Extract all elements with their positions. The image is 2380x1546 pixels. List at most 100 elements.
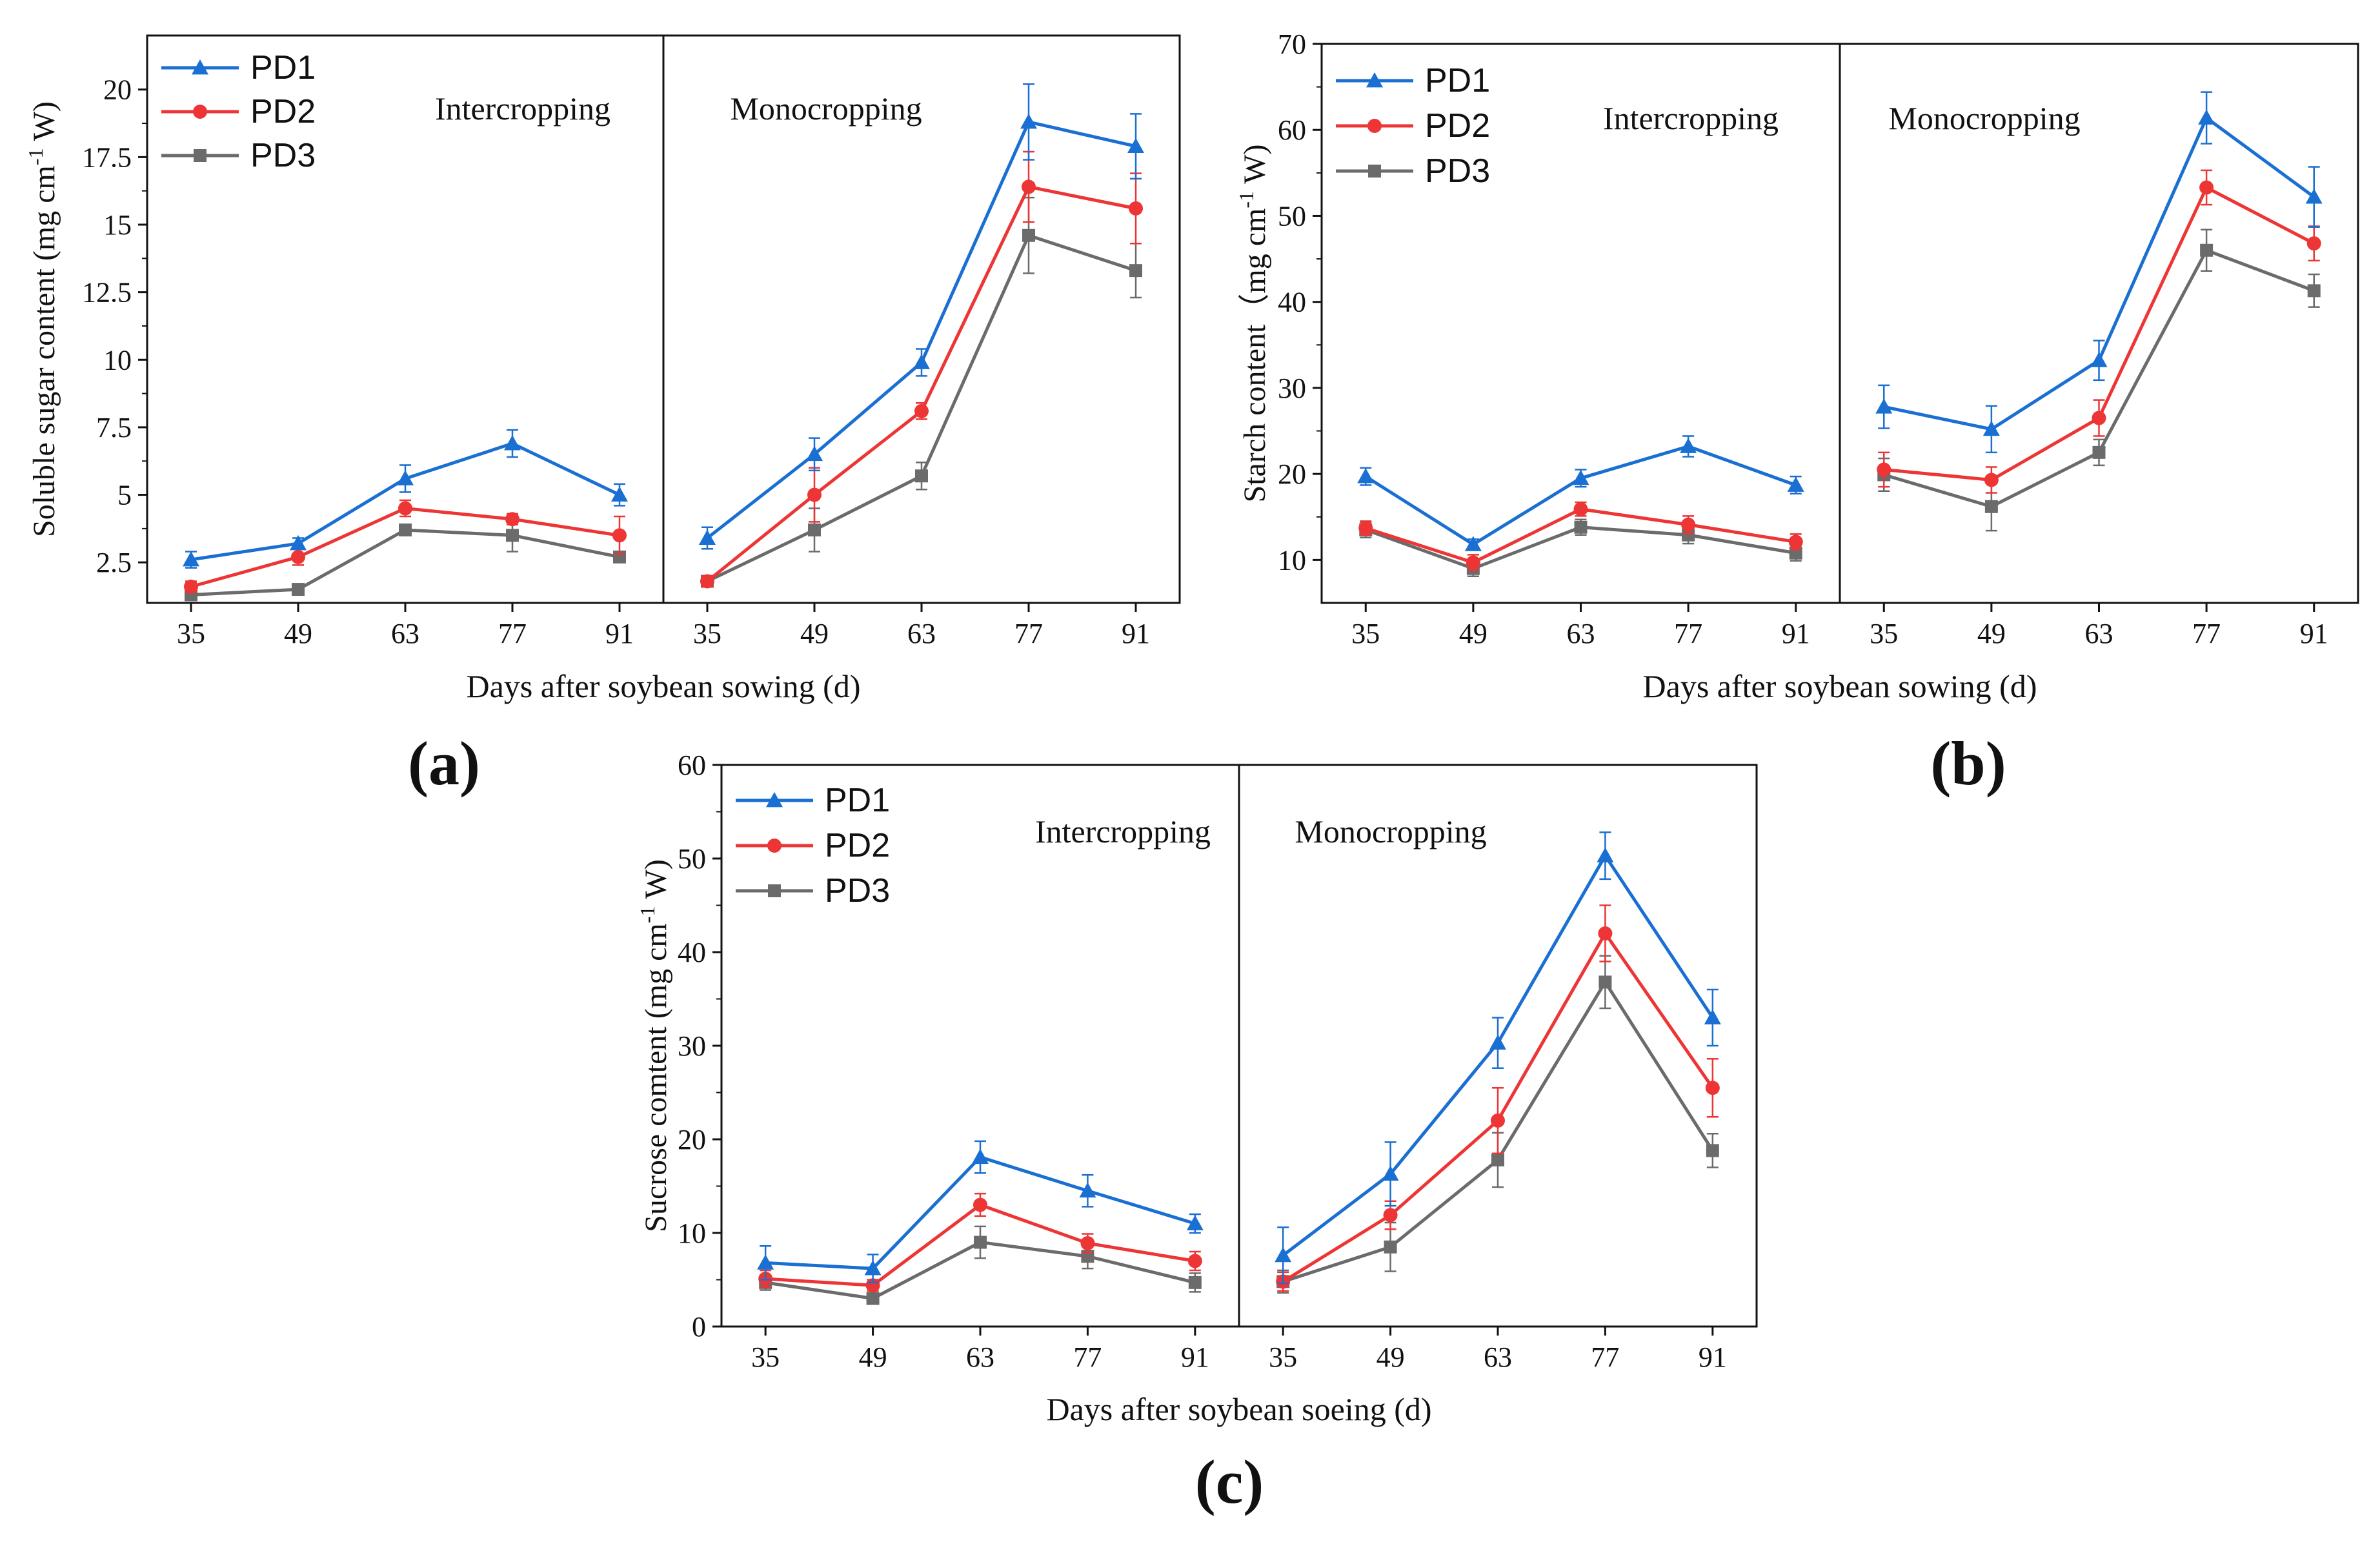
y-tick-label: 60 <box>1278 114 1306 146</box>
data-point <box>2090 352 2108 367</box>
x-tick-label: 91 <box>1782 618 1810 649</box>
data-point <box>2092 445 2106 459</box>
x-tick-label: 35 <box>1870 618 1898 649</box>
panel-title: (b) <box>1930 729 2006 798</box>
legend-marker-pd2 <box>767 839 782 853</box>
data-point <box>2092 411 2106 425</box>
data-point <box>1788 534 1803 549</box>
data-point <box>183 551 199 567</box>
data-point <box>974 1236 987 1249</box>
series-line <box>190 507 620 589</box>
data-point <box>1489 1034 1506 1050</box>
data-point <box>2200 243 2214 257</box>
y-axis-label-main: Starch content（mg cm <box>1238 209 1272 503</box>
panel-title-paren-close: ) <box>1986 729 2006 798</box>
x-tick-label: 49 <box>1377 1341 1405 1373</box>
y-axis-label-main: Soluble sugar content (mg cm <box>27 165 61 537</box>
legend-label-pd2: PD2 <box>825 827 890 864</box>
x-tick-label: 91 <box>605 618 634 649</box>
y-axis-label-main: Sucrose comtent (mg cm <box>639 923 673 1232</box>
y-tick-label: 7.5 <box>96 412 132 443</box>
data-point <box>807 487 822 502</box>
panel-title-paren-open: ( <box>1930 729 1951 798</box>
series-PD2-monocropping <box>1877 169 2321 494</box>
y-axis-label: Starch content（mg cm-1 W) <box>1235 145 1272 503</box>
panel-title-letter: b <box>1951 729 1985 798</box>
panel-title-letter: a <box>429 729 459 798</box>
series-PD1-intercropping <box>757 1140 1204 1284</box>
data-point <box>700 574 714 589</box>
y-tick-label: 30 <box>1278 372 1306 404</box>
data-point <box>1187 1254 1202 1268</box>
data-point <box>1706 1144 1719 1157</box>
legend-marker-pd1 <box>192 59 208 75</box>
legend: PD1 PD2 PD3 <box>736 782 890 910</box>
legend-label-pd2: PD2 <box>1425 107 1490 145</box>
data-point <box>1358 521 1373 536</box>
x-tick-label: 49 <box>859 1341 887 1373</box>
group-label-intercropping: Intercropping <box>1035 813 1211 849</box>
x-tick-label: 49 <box>284 618 312 649</box>
series-line <box>1883 116 2315 431</box>
data-point <box>292 583 305 596</box>
data-point <box>1188 1276 1202 1289</box>
legend-marker-pd2 <box>1367 119 1382 133</box>
x-tick-label: 63 <box>966 1341 994 1373</box>
legend-label-pd1: PD1 <box>825 782 890 819</box>
y-tick-label: 10 <box>1278 544 1306 576</box>
x-tick-label: 91 <box>2300 618 2328 649</box>
data-point <box>1682 528 1695 542</box>
data-point <box>399 523 412 536</box>
data-point <box>2199 180 2214 195</box>
data-point <box>1383 1208 1398 1223</box>
legend-label-pd1: PD1 <box>250 49 316 86</box>
y-tick-label: 40 <box>1278 287 1306 318</box>
y-tick-label: 15 <box>103 209 132 241</box>
legend-label-pd3: PD3 <box>1425 152 1490 190</box>
y-tick-label: 40 <box>678 937 706 968</box>
group-label-monocropping: Monocropping <box>1888 100 2080 136</box>
x-tick-label: 63 <box>2085 618 2113 649</box>
y-axis-label-superscript: -1 <box>1235 191 1258 209</box>
y-tick-label: 30 <box>678 1030 706 1062</box>
series-PD1-intercropping <box>183 429 628 569</box>
y-tick-label: 20 <box>1278 458 1306 490</box>
y-axis-label-unit: W) <box>27 101 61 148</box>
data-point <box>1357 468 1375 483</box>
panel-title-paren-open: ( <box>408 729 429 798</box>
data-point <box>1572 469 1589 485</box>
data-point <box>757 1254 774 1270</box>
series-line <box>190 528 620 596</box>
data-point <box>1705 1081 1720 1095</box>
data-point <box>1275 1246 1292 1263</box>
x-tick-label: 49 <box>1977 618 2006 649</box>
data-point <box>866 1292 880 1305</box>
x-tick-label: 77 <box>2192 618 2221 649</box>
y-tick-label: 20 <box>103 74 132 106</box>
data-point <box>1982 420 2000 436</box>
legend-marker-pd1 <box>1366 72 1383 88</box>
data-point <box>1080 1236 1095 1250</box>
data-point <box>1598 926 1613 941</box>
x-tick-label: 63 <box>391 618 419 649</box>
data-point <box>1573 502 1588 516</box>
legend-label-pd2: PD2 <box>250 93 316 130</box>
y-tick-label: 5 <box>117 480 132 511</box>
data-point <box>1597 847 1614 863</box>
x-tick-label: 91 <box>1122 618 1150 649</box>
x-tick-label: 35 <box>1351 618 1380 649</box>
series-PD1-monocropping <box>1275 831 1721 1285</box>
data-point <box>1875 398 1893 414</box>
y-tick-label: 20 <box>678 1124 706 1155</box>
y-tick-label: 10 <box>103 344 132 376</box>
data-point <box>1598 975 1612 989</box>
data-point <box>1491 1114 1505 1128</box>
panel-b: 10 20 30 40 50 60 70 35 49 63 77 91 35 49 63 77 91 Days a… <box>1235 28 2359 798</box>
group-label-monocropping: Monocropping <box>1295 813 1486 849</box>
x-tick-label: 77 <box>1674 618 1702 649</box>
data-point <box>808 523 821 536</box>
group-label-monocropping: Monocropping <box>730 90 922 127</box>
data-point <box>2198 109 2215 125</box>
legend-marker-pd1 <box>766 792 783 808</box>
